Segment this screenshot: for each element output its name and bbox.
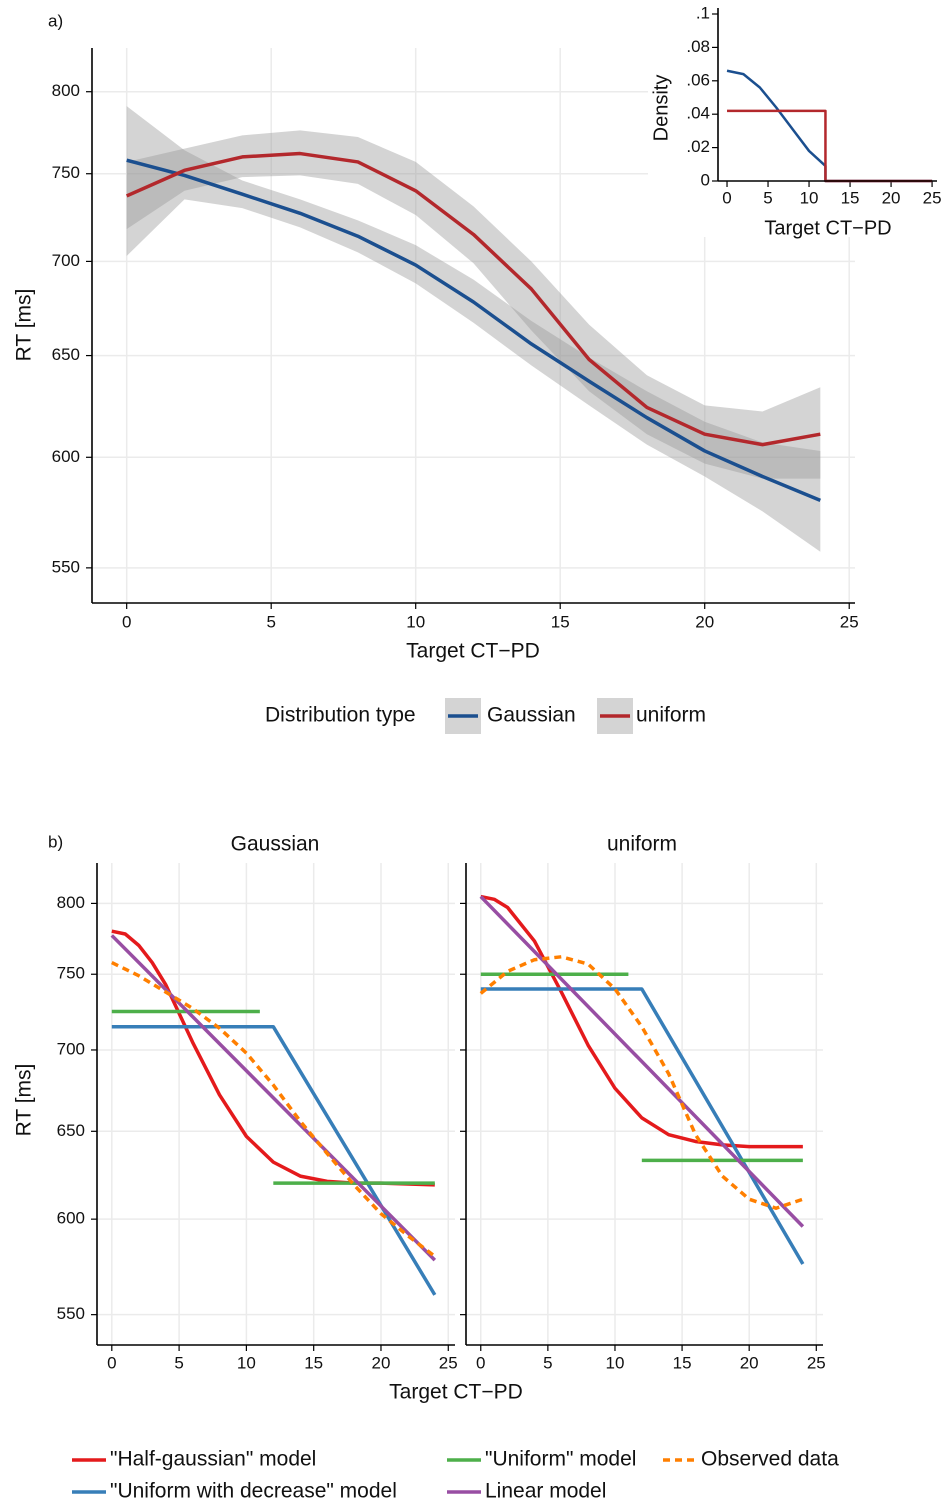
- x-tick-label: 0: [107, 1353, 116, 1372]
- x-tick-label: 20: [740, 1353, 759, 1372]
- x-tick-label: 5: [543, 1353, 552, 1372]
- x-tick-label: 10: [237, 1353, 256, 1372]
- y-tick-label: .08: [686, 37, 710, 56]
- series-line: [110, 934, 437, 1262]
- series-line: [125, 151, 821, 447]
- y-tick-label: 0: [701, 170, 710, 189]
- y-tick-label: 800: [52, 81, 80, 100]
- inset-x-axis-title: Target CT−PD: [764, 217, 891, 239]
- legend-label: "Uniform" model: [485, 1448, 636, 1471]
- y-tick-label: 750: [57, 964, 85, 983]
- series-line: [479, 955, 804, 1210]
- x-axis-title: Target CT−PD: [389, 1381, 523, 1404]
- y-tick-label: 800: [57, 893, 85, 912]
- confidence-band: [126, 130, 821, 479]
- inset-background: [648, 0, 946, 237]
- panel-label: a): [48, 11, 63, 30]
- y-tick-label: .02: [686, 137, 710, 156]
- x-tick-label: 0: [122, 612, 131, 631]
- y-tick-label: 650: [57, 1121, 85, 1140]
- facet-title: uniform: [607, 833, 677, 856]
- y-tick-label: 650: [52, 345, 80, 364]
- x-tick-label: 20: [695, 612, 714, 631]
- x-tick-label: 25: [807, 1353, 826, 1372]
- x-tick-label: 25: [923, 188, 942, 207]
- y-axis-title: RT [ms]: [13, 289, 36, 362]
- y-tick-label: 600: [57, 1209, 85, 1228]
- series-line: [111, 961, 436, 1258]
- legend-label: uniform: [636, 704, 706, 727]
- y-tick-label: 550: [57, 1304, 85, 1323]
- legend-label: Gaussian: [487, 704, 576, 727]
- legend-label: Linear model: [485, 1480, 606, 1503]
- x-tick-label: 10: [406, 612, 425, 631]
- x-tick-label: 25: [439, 1353, 458, 1372]
- confidence-band: [126, 106, 821, 552]
- legend-title: Distribution type: [265, 704, 416, 727]
- x-tick-label: 0: [722, 188, 731, 207]
- y-tick-label: 700: [52, 251, 80, 270]
- panel-label: b): [48, 832, 63, 851]
- x-tick-label: 5: [763, 188, 772, 207]
- x-tick-label: 15: [841, 188, 860, 207]
- x-axis-title: Target CT−PD: [406, 640, 540, 663]
- inset-y-axis-title: Density: [650, 75, 672, 142]
- facet-title: Gaussian: [231, 833, 320, 856]
- x-tick-label: 15: [673, 1353, 692, 1372]
- y-tick-label: .1: [696, 3, 710, 22]
- x-tick-label: 20: [372, 1353, 391, 1372]
- y-tick-label: .04: [686, 104, 710, 123]
- x-tick-label: 10: [800, 188, 819, 207]
- legend-label: "Uniform with decrease" model: [110, 1480, 397, 1503]
- y-tick-label: 550: [52, 557, 80, 576]
- y-tick-label: 600: [52, 447, 80, 466]
- x-tick-label: 15: [304, 1353, 323, 1372]
- legend-label: "Half-gaussian" model: [110, 1448, 316, 1471]
- y-tick-label: 700: [57, 1039, 85, 1058]
- y-tick-label: 750: [52, 163, 80, 182]
- legend-label: Observed data: [701, 1448, 839, 1471]
- x-tick-label: 5: [174, 1353, 183, 1372]
- x-tick-label: 10: [606, 1353, 625, 1372]
- series-line: [479, 895, 805, 1228]
- x-tick-label: 20: [882, 188, 901, 207]
- x-tick-label: 5: [266, 612, 275, 631]
- x-tick-label: 25: [840, 612, 859, 631]
- x-tick-label: 15: [551, 612, 570, 631]
- series-line: [126, 158, 821, 502]
- y-tick-label: .06: [686, 70, 710, 89]
- x-tick-label: 0: [476, 1353, 485, 1372]
- y-axis-title: RT [ms]: [13, 1064, 36, 1137]
